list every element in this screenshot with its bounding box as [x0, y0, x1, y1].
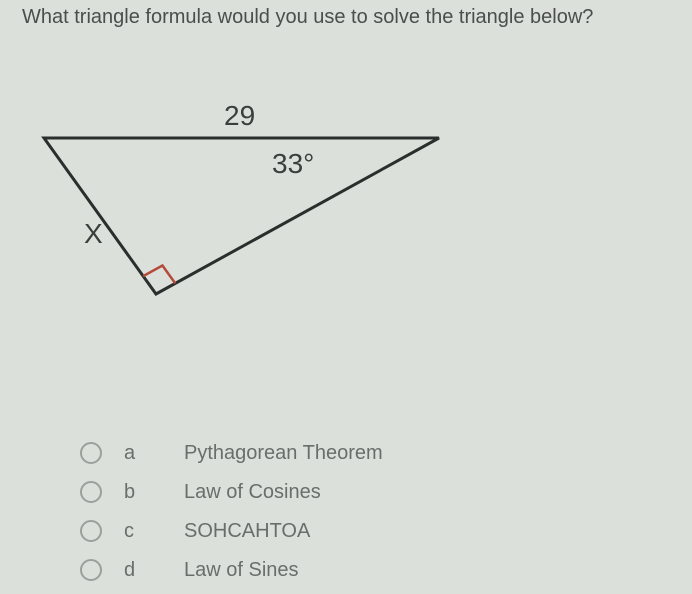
left-side-label: X: [84, 218, 103, 250]
radio-b[interactable]: [80, 481, 102, 503]
question-text: What triangle formula would you use to s…: [22, 6, 593, 29]
top-side-label: 29: [224, 100, 255, 132]
option-letter: c: [124, 520, 184, 543]
triangle-diagram: 29 33° X: [24, 70, 464, 310]
radio-d[interactable]: [80, 559, 102, 581]
angle-label: 33°: [272, 148, 314, 180]
option-text: SOHCAHTOA: [184, 520, 310, 543]
option-text: Law of Cosines: [184, 481, 321, 504]
option-text: Law of Sines: [184, 559, 299, 582]
option-b[interactable]: b Law of Cosines: [80, 477, 383, 507]
option-c[interactable]: c SOHCAHTOA: [80, 516, 383, 546]
option-a[interactable]: a Pythagorean Theorem: [80, 438, 383, 468]
option-letter: a: [124, 442, 184, 465]
option-letter: b: [124, 481, 184, 504]
options-group: a Pythagorean Theorem b Law of Cosines c…: [80, 438, 383, 594]
option-d[interactable]: d Law of Sines: [80, 555, 383, 585]
option-text: Pythagorean Theorem: [184, 442, 383, 465]
radio-a[interactable]: [80, 442, 102, 464]
option-letter: d: [124, 559, 184, 582]
radio-c[interactable]: [80, 520, 102, 542]
